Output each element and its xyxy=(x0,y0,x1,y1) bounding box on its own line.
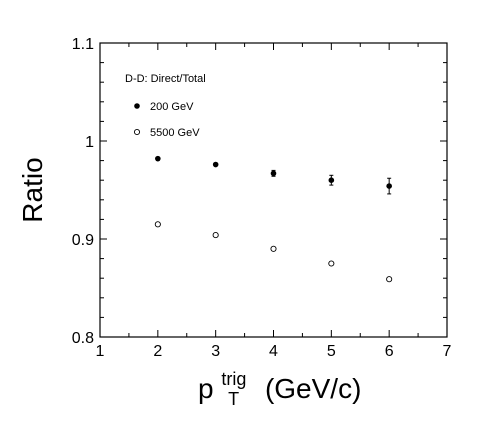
data-point-200gev xyxy=(155,155,161,162)
data-point-5500gev xyxy=(270,245,277,252)
x-tick-label: 6 xyxy=(385,343,394,360)
x-axis-label-unit: (GeV/c) xyxy=(265,373,361,404)
x-tick-label: 5 xyxy=(327,343,336,360)
x-axis-label-superscript: trig xyxy=(221,369,246,389)
legend-marker-5500gev xyxy=(133,128,141,136)
data-point-5500gev xyxy=(212,232,219,239)
plot-frame xyxy=(99,42,448,338)
legend-label-5500gev: 5500 GeV xyxy=(150,127,200,139)
x-tick-label: 3 xyxy=(211,343,220,360)
data-point-5500gev xyxy=(386,276,393,283)
x-tick-label: 1 xyxy=(96,343,105,360)
legend-marker-200gev xyxy=(134,103,140,109)
x-axis-label: p trig T (GeV/c) xyxy=(198,360,361,411)
legend-label-200gev: 200 GeV xyxy=(150,101,194,113)
legend: D-D: Direct/Total 200 GeV 5500 GeV xyxy=(125,73,206,139)
data-point-5500gev xyxy=(154,221,161,228)
data-point-200gev xyxy=(386,183,392,189)
data-point-5500gev xyxy=(328,260,335,267)
data-point-200gev xyxy=(328,177,335,183)
x-axis-label-base: p xyxy=(198,373,214,404)
x-tick-label: 7 xyxy=(443,343,452,360)
legend-title: D-D: Direct/Total xyxy=(125,73,206,85)
axis-ticks xyxy=(99,42,448,338)
tick-labels: 1 2 3 4 5 6 7 0.8 0.9 1 1.1 xyxy=(72,36,452,360)
y-tick-label: 1 xyxy=(85,134,94,151)
data-points xyxy=(154,155,393,283)
y-tick-label: 1.1 xyxy=(72,36,94,53)
y-tick-label: 0.9 xyxy=(72,232,94,249)
x-tick-label: 4 xyxy=(269,343,278,360)
y-axis-label: Ratio xyxy=(17,157,48,222)
x-axis-label-subscript: T xyxy=(228,389,239,409)
x-tick-label: 2 xyxy=(153,343,162,360)
data-point-200gev xyxy=(270,170,277,177)
y-tick-label: 0.8 xyxy=(72,330,94,347)
data-point-200gev xyxy=(212,161,219,168)
